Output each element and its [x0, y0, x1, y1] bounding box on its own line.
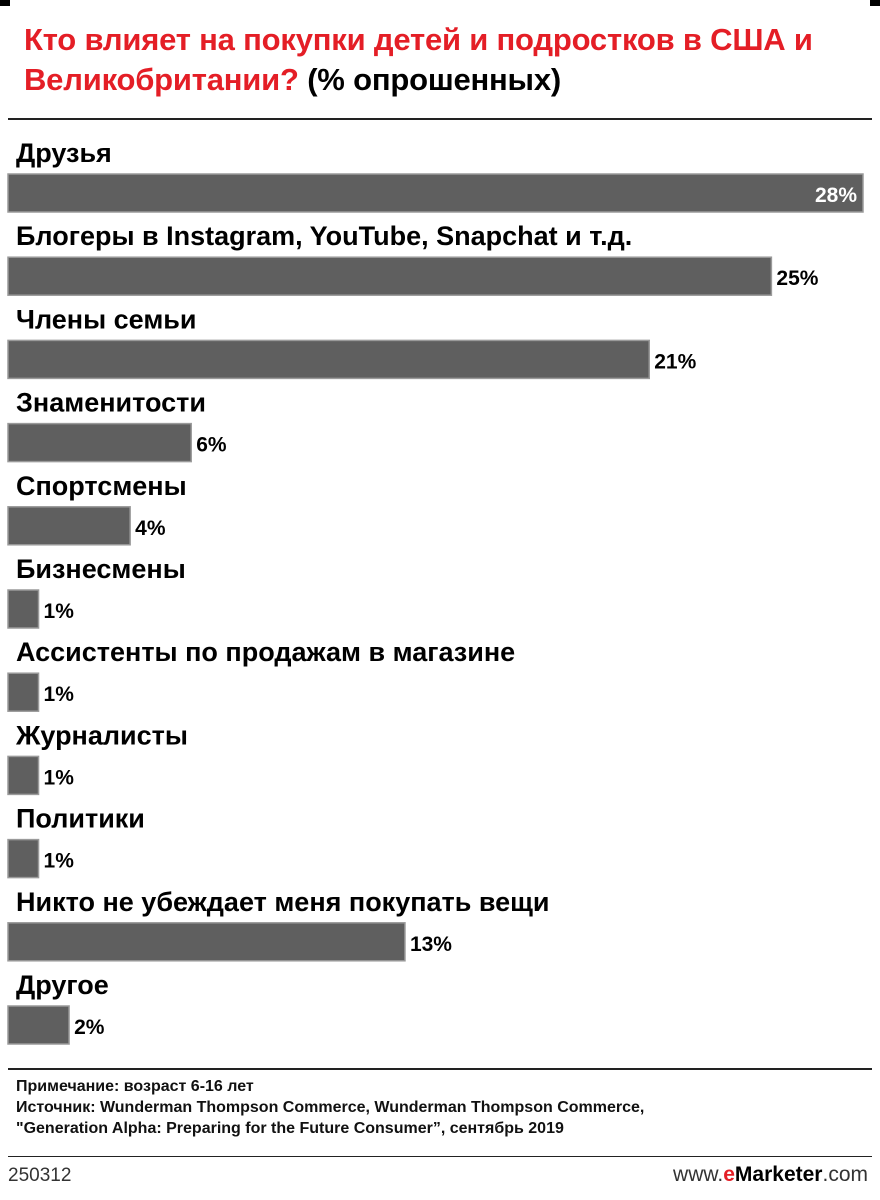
top-rule [8, 118, 872, 120]
chart-title-unit: (% опрошенных) [307, 62, 561, 97]
bar-group: Друзья 28% [7, 138, 864, 213]
bar-group: Другое 2% [7, 970, 109, 1045]
bar-group: Блогеры в Instagram, YouTube, Snapchat и… [7, 221, 819, 296]
bar [7, 672, 40, 712]
category-label: Друзья [16, 138, 112, 168]
bar [7, 173, 864, 213]
bar-group: Никто не убеждает меня покупать вещи 13% [7, 887, 550, 962]
brand-name: Marketer [734, 1163, 823, 1186]
value-label: 13% [410, 933, 452, 956]
category-label: Политики [16, 804, 145, 834]
bar [7, 506, 131, 546]
bar [7, 922, 406, 962]
category-label: Другое [16, 970, 109, 1000]
chart-title: Кто влияет на покупки детей и подростков… [24, 22, 813, 97]
bar-chart: Друзья 28% Блогеры в Instagram, YouTube, S… [7, 138, 864, 1045]
emarketer-logo: www.eMarketer.com [673, 1163, 868, 1187]
value-label: 1% [44, 600, 75, 623]
brand-e: e [723, 1163, 735, 1186]
category-label: Блогеры в Instagram, YouTube, Snapchat и… [16, 221, 632, 251]
value-label: 1% [44, 766, 75, 789]
brand-prefix: www. [673, 1163, 724, 1186]
bar [7, 1005, 70, 1045]
value-label: 1% [44, 683, 75, 706]
bar-group: Спортсмены 4% [7, 471, 187, 546]
value-label: 21% [654, 350, 696, 373]
bar [7, 422, 192, 463]
chart-notes: Примечание: возраст 6-16 лет Источник: W… [16, 1076, 866, 1139]
bar [7, 256, 773, 296]
note-line: Примечание: возраст 6-16 лет [16, 1078, 254, 1095]
bar [7, 838, 40, 879]
bar [7, 755, 40, 796]
bar-group: Члены семьи 21% [7, 304, 697, 380]
source-line: "Generation Alpha: Preparing for the Fut… [16, 1120, 564, 1137]
value-label: 28% [815, 184, 857, 207]
value-label: 1% [44, 850, 75, 873]
category-label: Ассистенты по продажам в магазине [16, 637, 515, 667]
value-label: 4% [135, 517, 166, 540]
crop-mark-left [0, 0, 10, 6]
bar-group: Политики 1% [7, 804, 145, 879]
bar-group: Журналисты 1% [7, 720, 188, 796]
category-label: Члены семьи [16, 304, 197, 334]
value-label: 25% [776, 267, 818, 290]
value-label: 2% [74, 1016, 105, 1039]
bar [7, 589, 40, 629]
bar [7, 339, 650, 380]
category-label: Журналисты [15, 720, 188, 750]
bar-group: Ассистенты по продажам в магазине 1% [7, 637, 515, 712]
footer-rule [8, 1156, 872, 1157]
value-label: 6% [196, 434, 227, 457]
brand-suffix: .com [822, 1163, 868, 1186]
chart-title-block: Кто влияет на покупки детей и подростков… [24, 20, 864, 100]
bar-group: Знаменитости 6% [7, 388, 227, 463]
category-label: Бизнесмены [16, 554, 186, 584]
bar-group: Бизнесмены 1% [7, 554, 186, 629]
category-label: Никто не убеждает меня покупать вещи [16, 887, 550, 917]
chart-id: 250312 [8, 1165, 72, 1186]
category-label: Спортсмены [16, 471, 187, 501]
bottom-rule [8, 1068, 872, 1070]
category-label: Знаменитости [16, 388, 206, 418]
source-line: Источник: Wunderman Thompson Commerce, W… [16, 1099, 645, 1116]
crop-mark-right [870, 0, 880, 6]
